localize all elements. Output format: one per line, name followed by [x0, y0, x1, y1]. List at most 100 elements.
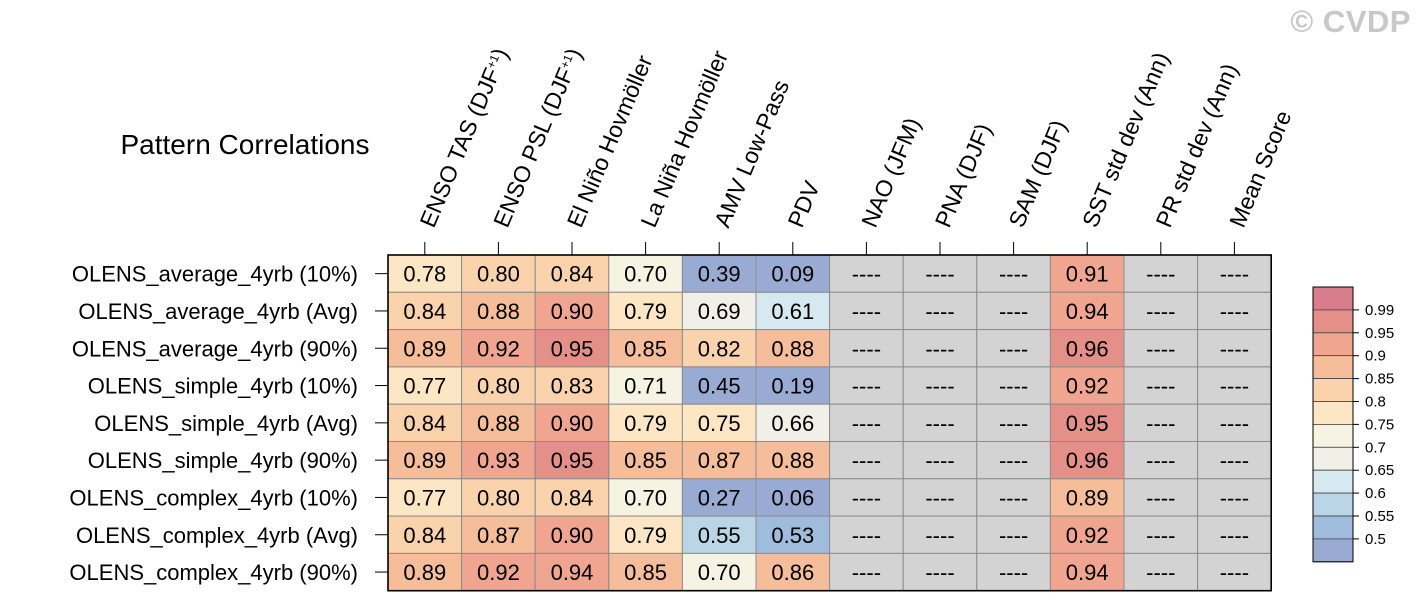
cell-value-label: 0.95 — [1066, 411, 1109, 436]
heatmap-cell — [1049, 403, 1125, 443]
cell-value-label: ---- — [1220, 374, 1249, 399]
heatmap-cell — [902, 366, 978, 405]
heatmap-cell — [461, 552, 536, 592]
cell-value-label: ---- — [1220, 411, 1249, 436]
colorbar-bin — [1312, 515, 1354, 540]
cell-value-label: ---- — [925, 374, 954, 399]
cell-value-label: 0.92 — [1066, 523, 1109, 548]
column-label: PDV — [782, 177, 825, 231]
cell-value-label: ---- — [1220, 523, 1249, 548]
cell-value-label: 0.94 — [551, 560, 594, 585]
row-label: OLENS_complex_4yrb (10%) — [69, 485, 358, 510]
heatmap-cell — [608, 403, 683, 443]
cell-value-label: 0.83 — [551, 374, 594, 399]
heatmap-cell — [1123, 366, 1199, 405]
colorbar-label: 0.9 — [1365, 348, 1386, 365]
cell-value-label: ---- — [852, 374, 881, 399]
colorbar-label: 0.95 — [1365, 325, 1394, 342]
cell-value-label: 0.84 — [551, 262, 594, 287]
cell-value-label: ---- — [1146, 448, 1175, 473]
heatmap-cell — [755, 515, 831, 554]
heatmap-cell — [976, 254, 1051, 293]
cell-value-label: ---- — [1220, 485, 1249, 510]
cell-value-label: 0.39 — [698, 262, 741, 287]
cell-value-label: ---- — [852, 485, 881, 510]
cell-value-label: 0.92 — [477, 336, 520, 361]
heatmap-cell — [1197, 254, 1272, 293]
heatmap-cell — [681, 441, 757, 480]
cell-value-label: ---- — [999, 336, 1028, 361]
row-label: OLENS_simple_4yrb (10%) — [88, 374, 358, 399]
column-label: PNA (DJF) — [930, 120, 997, 231]
heatmap-cell — [976, 478, 1051, 517]
heatmap-cell — [534, 291, 610, 331]
row-label: OLENS_average_4yrb (Avg) — [78, 299, 358, 324]
cell-value-label: 0.84 — [403, 411, 446, 436]
colorbar-bin — [1312, 286, 1354, 311]
heatmap-cell — [1197, 403, 1272, 443]
colorbar-label: 0.99 — [1365, 302, 1394, 319]
cell-value-label: ---- — [999, 448, 1028, 473]
cell-value-label: 0.75 — [698, 411, 741, 436]
cell-value-label: ---- — [925, 523, 954, 548]
heatmap-cell — [534, 515, 610, 554]
heatmap-cell — [1123, 552, 1199, 592]
cell-value-label: 0.84 — [403, 299, 446, 324]
row-label: OLENS_average_4yrb (90%) — [72, 336, 358, 361]
cell-value-label: ---- — [1146, 336, 1175, 361]
cell-value-label: 0.53 — [771, 523, 814, 548]
cell-value-label: 0.71 — [624, 374, 667, 399]
colorbar-label: 0.55 — [1365, 508, 1394, 525]
cell-value-label: ---- — [999, 299, 1028, 324]
row-label: OLENS_simple_4yrb (90%) — [88, 448, 358, 473]
colorbar-label: 0.65 — [1365, 462, 1394, 479]
cell-value-label: 0.92 — [1066, 374, 1109, 399]
cell-value-label: ---- — [925, 448, 954, 473]
cell-value-label: ---- — [1220, 336, 1249, 361]
colorbar-bin — [1312, 446, 1354, 471]
cell-value-label: 0.77 — [403, 374, 446, 399]
cell-value-label: ---- — [852, 336, 881, 361]
heatmap-cell — [1123, 291, 1199, 331]
colorbar-bin — [1312, 355, 1354, 380]
heatmap-cell — [1049, 291, 1125, 331]
cell-value-label: ---- — [1146, 523, 1175, 548]
cell-value-label: ---- — [999, 374, 1028, 399]
heatmap-cell — [461, 403, 536, 443]
heatmap-cell — [829, 515, 904, 554]
cell-value-label: ---- — [999, 485, 1028, 510]
cell-value-label: ---- — [1146, 299, 1175, 324]
column-label: NAO (JFM) — [856, 114, 925, 231]
cell-value-label: 0.88 — [771, 448, 814, 473]
heatmap-cell — [902, 552, 978, 592]
cell-value-label: 0.96 — [1066, 336, 1109, 361]
cell-value-label: ---- — [852, 448, 881, 473]
heatmap-cell — [681, 291, 757, 331]
column-label: Mean Score — [1224, 107, 1296, 231]
cell-value-label: 0.84 — [403, 523, 446, 548]
heatmap-cell — [387, 254, 463, 293]
heatmap-cell — [1197, 552, 1272, 592]
cell-value-label: 0.93 — [477, 448, 520, 473]
heatmap-cell — [902, 515, 978, 554]
heatmap-cell — [608, 441, 683, 480]
cell-value-label: ---- — [925, 560, 954, 585]
heatmap-cell — [1049, 515, 1125, 554]
heatmap-cell — [608, 478, 683, 517]
column-label: PR std dev (Ann) — [1150, 60, 1242, 231]
cell-value-label: 0.89 — [403, 336, 446, 361]
cell-value-label: 0.90 — [551, 523, 594, 548]
heatmap-cell — [534, 254, 610, 293]
heatmap-cell — [608, 291, 683, 331]
cell-value-label: 0.06 — [771, 485, 814, 510]
cell-value-label: 0.66 — [771, 411, 814, 436]
row-label: OLENS_complex_4yrb (90%) — [69, 560, 358, 585]
cell-value-label: 0.90 — [551, 299, 594, 324]
heatmap-cell — [829, 478, 904, 517]
colorbar-label: 0.75 — [1365, 416, 1394, 433]
cell-value-label: ---- — [999, 411, 1028, 436]
heatmap-cell — [608, 552, 683, 592]
cell-value-label: ---- — [852, 523, 881, 548]
colorbar-bin — [1312, 309, 1354, 334]
cell-value-label: 0.19 — [771, 374, 814, 399]
